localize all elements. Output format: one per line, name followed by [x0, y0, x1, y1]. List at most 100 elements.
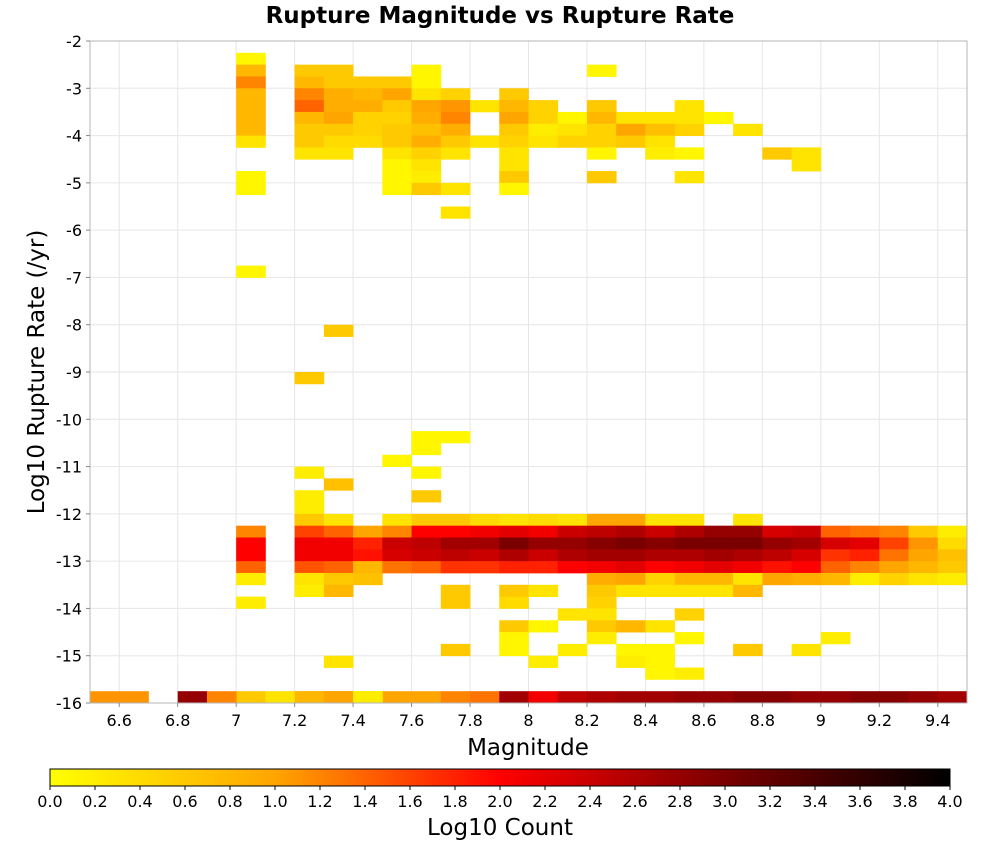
heatmap-cell: [236, 549, 266, 562]
heatmap-cell: [236, 182, 266, 196]
heatmap-cell: [937, 549, 968, 562]
heatmap-cell: [294, 123, 325, 136]
heatmap-cell: [470, 513, 500, 527]
heatmap-cell: [353, 525, 383, 538]
heatmap-cell: [294, 135, 325, 148]
heatmap-cell: [440, 561, 471, 574]
y-tick-label: -14: [56, 599, 82, 618]
heatmap-cell: [411, 549, 442, 562]
heatmap-cell: [236, 111, 266, 125]
heatmap-cell: [879, 691, 909, 704]
heatmap-cell: [294, 561, 325, 574]
y-tick-label: -2: [66, 32, 82, 51]
heatmap-cell: [440, 206, 471, 219]
heatmap-cell: [733, 561, 763, 574]
heatmap-cell: [440, 537, 471, 550]
heatmap-cell: [528, 123, 559, 136]
heatmap-cell: [382, 691, 412, 704]
heatmap-cell: [382, 537, 412, 550]
heatmap-cell: [528, 561, 559, 574]
heatmap-cell: [937, 691, 968, 704]
heatmap-cell: [440, 525, 471, 538]
heatmap-cell: [674, 537, 705, 550]
heatmap-cell: [762, 691, 792, 704]
heatmap-cell: [499, 596, 529, 609]
heatmap-cell: [850, 691, 880, 704]
heatmap-cell: [645, 111, 676, 125]
heatmap-cell: [586, 111, 617, 125]
y-tick-label: -10: [56, 410, 82, 429]
heatmap-cell: [616, 584, 646, 598]
heatmap-cell: [733, 537, 763, 550]
x-tick-label: 8: [523, 711, 533, 730]
heatmap-cell: [733, 572, 763, 586]
y-axis-ticks: -2 -3 -4 -5 -6 -7 -8 -9 -10 -11 -12 -13 -14 -15 -16: [56, 32, 90, 713]
heatmap-cells: [90, 52, 968, 704]
heatmap-cell: [323, 478, 354, 491]
heatmap-cell: [645, 525, 676, 538]
heatmap-cell: [645, 643, 676, 657]
heatmap-cell: [586, 584, 617, 598]
colorbar-tick-label: 0.0: [37, 792, 62, 811]
heatmap-cell: [236, 76, 266, 89]
heatmap-cell: [674, 123, 705, 136]
heatmap-cell: [791, 147, 822, 160]
heatmap-cell: [411, 442, 442, 456]
heatmap-cell: [470, 691, 500, 704]
heatmap-cell: [645, 584, 676, 598]
x-tick-label: 9.4: [925, 711, 950, 730]
heatmap-cell: [323, 147, 354, 160]
x-tick-label: 8.4: [633, 711, 658, 730]
heatmap-cell: [762, 549, 792, 562]
heatmap-cell: [820, 561, 851, 574]
heatmap-cell: [674, 572, 705, 586]
x-tick-label: 9.2: [867, 711, 892, 730]
colorbar-tick-label: 1.8: [442, 792, 467, 811]
heatmap-cell: [586, 549, 617, 562]
heatmap-cell: [586, 123, 617, 136]
heatmap-cell: [616, 549, 646, 562]
heatmap-cell: [382, 147, 412, 160]
heatmap-cell: [411, 513, 442, 527]
heatmap-cell: [499, 691, 529, 704]
heatmap-cell: [850, 549, 880, 562]
heatmap-cell: [294, 525, 325, 538]
heatmap-cell: [236, 135, 266, 148]
heatmap-cell: [323, 525, 354, 538]
heatmap-cell: [440, 549, 471, 562]
heatmap-cell: [323, 584, 354, 598]
heatmap-cell: [294, 584, 325, 598]
heatmap-cell: [353, 76, 383, 89]
heatmap-cell: [528, 513, 559, 527]
heatmap-cell: [499, 525, 529, 538]
heatmap-cell: [528, 655, 559, 668]
colorbar-tick-label: 2.2: [532, 792, 557, 811]
heatmap-cell: [850, 537, 880, 550]
heatmap-cell: [616, 111, 646, 125]
heatmap-cell: [294, 537, 325, 550]
heatmap-cell: [236, 88, 266, 101]
heatmap-cell: [674, 632, 705, 645]
heatmap-cell: [586, 513, 617, 527]
heatmap-cell: [937, 572, 968, 586]
heatmap-cell: [616, 135, 646, 148]
heatmap-cell: [294, 572, 325, 586]
heatmap-cell: [294, 466, 325, 479]
heatmap-cell: [382, 182, 412, 196]
heatmap-cell: [236, 691, 266, 704]
heatmap-cell: [674, 111, 705, 125]
heatmap-cell: [294, 490, 325, 503]
heatmap-cell: [294, 111, 325, 125]
heatmap-cell: [411, 159, 442, 172]
heatmap-cell: [499, 123, 529, 136]
y-tick-label: -7: [66, 268, 82, 287]
heatmap-cell: [353, 88, 383, 101]
heatmap-cell: [236, 572, 266, 586]
heatmap-cell: [674, 584, 705, 598]
x-tick-label: 8.6: [691, 711, 716, 730]
heatmap-cell: [236, 123, 266, 136]
heatmap-cell: [703, 537, 734, 550]
heatmap-cell: [557, 561, 588, 574]
x-tick-label: 8.8: [750, 711, 775, 730]
heatmap-cell: [733, 584, 763, 598]
